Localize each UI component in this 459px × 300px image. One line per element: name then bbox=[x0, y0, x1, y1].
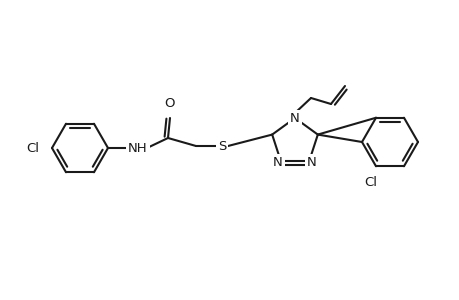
Text: O: O bbox=[164, 97, 175, 110]
Text: NH: NH bbox=[128, 142, 147, 154]
Text: Cl: Cl bbox=[26, 142, 39, 154]
Text: S: S bbox=[218, 140, 226, 152]
Text: N: N bbox=[307, 156, 316, 169]
Text: N: N bbox=[273, 156, 282, 169]
Text: Cl: Cl bbox=[364, 176, 377, 189]
Text: N: N bbox=[290, 112, 299, 124]
